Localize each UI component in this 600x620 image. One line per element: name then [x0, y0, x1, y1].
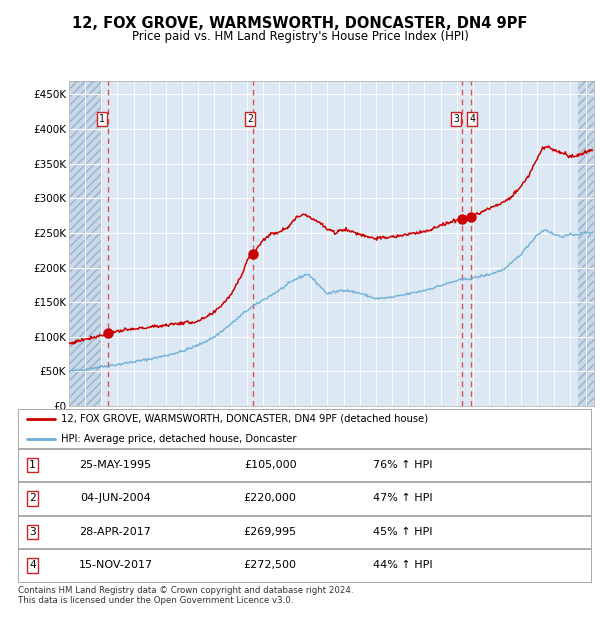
Text: 12, FOX GROVE, WARMSWORTH, DONCASTER, DN4 9PF: 12, FOX GROVE, WARMSWORTH, DONCASTER, DN…: [73, 16, 527, 30]
Bar: [578, 81, 594, 406]
Text: 3: 3: [29, 527, 36, 537]
Text: 2: 2: [247, 113, 253, 124]
Text: £220,000: £220,000: [244, 494, 296, 503]
Text: 44% ↑ HPI: 44% ↑ HPI: [373, 560, 433, 570]
Text: 04-JUN-2004: 04-JUN-2004: [80, 494, 151, 503]
Text: 45% ↑ HPI: 45% ↑ HPI: [373, 527, 433, 537]
Bar: [578, 81, 594, 406]
Text: 15-NOV-2017: 15-NOV-2017: [79, 560, 152, 570]
Bar: [69, 81, 101, 406]
Text: £269,995: £269,995: [244, 527, 296, 537]
Text: 3: 3: [453, 113, 459, 124]
Text: Price paid vs. HM Land Registry's House Price Index (HPI): Price paid vs. HM Land Registry's House …: [131, 30, 469, 43]
Text: 1: 1: [99, 113, 105, 124]
Text: 76% ↑ HPI: 76% ↑ HPI: [373, 460, 433, 470]
Text: 47% ↑ HPI: 47% ↑ HPI: [373, 494, 433, 503]
Text: HPI: Average price, detached house, Doncaster: HPI: Average price, detached house, Donc…: [61, 434, 296, 444]
Text: 12, FOX GROVE, WARMSWORTH, DONCASTER, DN4 9PF (detached house): 12, FOX GROVE, WARMSWORTH, DONCASTER, DN…: [61, 414, 428, 424]
Text: 4: 4: [469, 113, 475, 124]
Bar: [69, 81, 101, 406]
Text: 2: 2: [29, 494, 36, 503]
Text: 4: 4: [29, 560, 36, 570]
Text: 25-MAY-1995: 25-MAY-1995: [79, 460, 151, 470]
Text: 28-APR-2017: 28-APR-2017: [79, 527, 151, 537]
Text: 1: 1: [29, 460, 36, 470]
Text: Contains HM Land Registry data © Crown copyright and database right 2024.
This d: Contains HM Land Registry data © Crown c…: [18, 586, 353, 605]
Text: £272,500: £272,500: [244, 560, 296, 570]
Text: £105,000: £105,000: [244, 460, 296, 470]
